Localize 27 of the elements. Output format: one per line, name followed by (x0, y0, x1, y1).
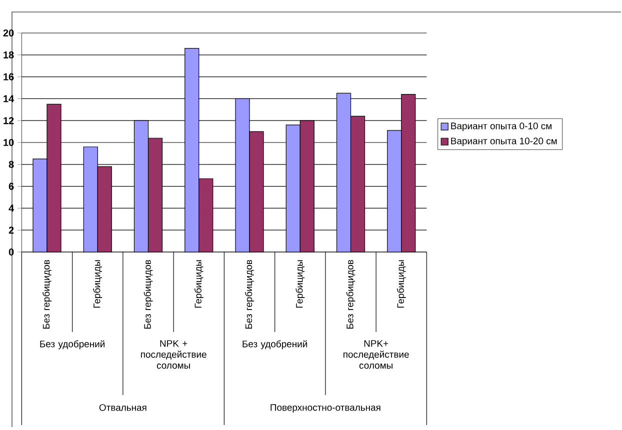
y-tick-label: 20 (3, 29, 14, 37)
text: Отвальная (99, 404, 146, 411)
x-tick-label: Гербициды (93, 260, 102, 308)
x-tick-label: Без гербицидов (144, 260, 153, 329)
x-tick-label: Без гербицидов (245, 260, 254, 329)
x-tick-label: Гербициды (396, 260, 406, 308)
x-tick-label: Без гербицидов (346, 260, 356, 329)
y-tick-label: 6 (8, 182, 14, 190)
x-tick-label: Гербициды (296, 260, 305, 308)
text: Без удобрений (242, 340, 308, 350)
y-tick-label: 18 (4, 51, 14, 58)
text: NPK+ последействие соломы (344, 340, 409, 369)
x-tick-label: Гербициды (194, 260, 204, 308)
y-tick-label: 16 (4, 73, 14, 80)
y-tick-label: 12 (4, 117, 14, 124)
text: Без удобрений (40, 340, 104, 350)
text: Поверхностно-отвальная (270, 404, 380, 413)
legend-label: Вариант опыта 0-10 см (451, 122, 552, 132)
y-tick-label: 2 (8, 226, 14, 234)
y-tick-label: 0 (8, 248, 14, 256)
y-tick-label: 8 (8, 160, 14, 168)
x-tick-label: Без гербицидов (42, 260, 52, 329)
y-tick-label: 4 (8, 204, 14, 212)
text: NPK + последействие соломы (141, 340, 206, 369)
y-tick-label: 14 (4, 95, 14, 102)
legend-label: Вариант опыта 10-20 см (451, 138, 557, 146)
y-tick-label: 10 (4, 138, 14, 146)
